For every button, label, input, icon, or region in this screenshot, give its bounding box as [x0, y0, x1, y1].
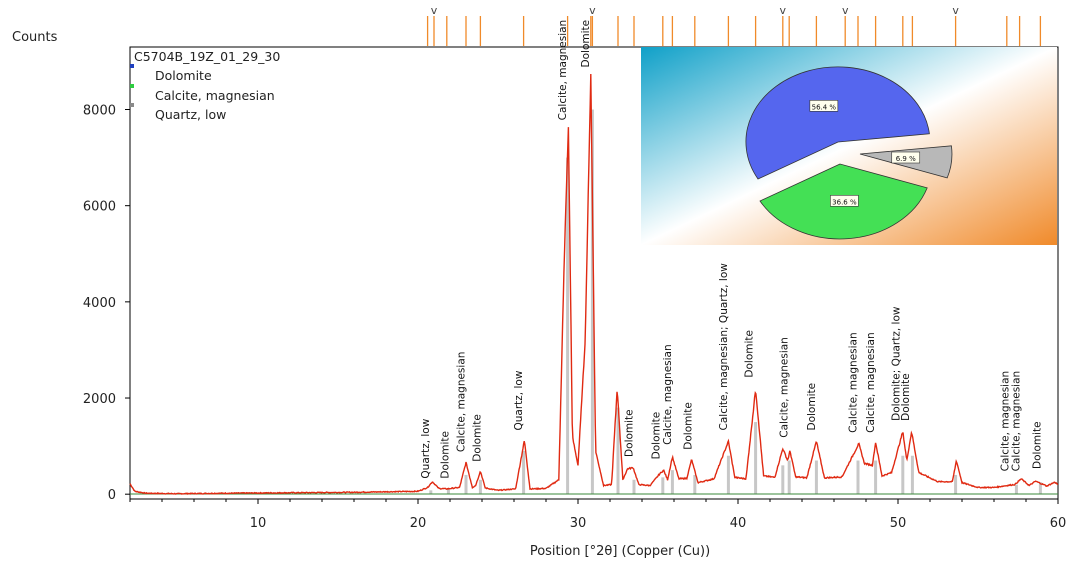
peak-label: Dolomite; Quartz, low: [891, 306, 903, 421]
reference-stick: [874, 460, 878, 495]
reference-sticks: [429, 109, 1042, 495]
y-axis: 0 2000 4000 6000 8000: [83, 104, 130, 503]
legend-swatch-quartz: [130, 103, 134, 107]
top-marker-v: v: [431, 4, 438, 17]
reference-stick: [856, 460, 860, 495]
reference-stick: [670, 470, 674, 495]
x-axis: 10 20 30 40 50 60: [129, 499, 1067, 531]
pie-label-box: [809, 100, 839, 112]
reference-stick: [661, 477, 665, 495]
pie-label-box: [830, 195, 859, 207]
reference-stick: [954, 474, 958, 495]
top-marker-v: v: [780, 4, 787, 17]
peak-label: Quartz, low: [420, 418, 432, 478]
legend-entry-calcite: Calcite, magnesian: [155, 88, 275, 103]
series-line: [129, 73, 1058, 495]
reference-stick: [1038, 482, 1042, 495]
y-axis-label: Counts: [12, 30, 58, 45]
reference-stick: [693, 474, 697, 495]
y-tick-label: 8000: [83, 104, 116, 119]
legend-entry-dolomite: Dolomite: [155, 68, 212, 83]
peak-label: Dolomite: [806, 383, 818, 431]
x-tick-label: 20: [410, 516, 427, 531]
x-tick-label: 40: [730, 516, 747, 531]
peak-label: Calcite, magnesian: [557, 20, 569, 121]
reference-stick: [814, 460, 818, 495]
reference-stick: [781, 465, 785, 495]
peak-label: Calcite, magnesian; Quartz, low: [718, 263, 730, 431]
pie-slice-label: 56.4 %: [812, 103, 837, 111]
peak-label: Quartz, low: [513, 370, 525, 430]
peak-label: Dolomite: [471, 414, 483, 462]
peak-label: Dolomite: [683, 402, 695, 450]
x-axis-label: Position [°2θ] (Copper (Cu)): [530, 544, 710, 559]
reference-stick: [910, 455, 914, 495]
y-tick-label: 2000: [83, 392, 116, 407]
reference-stick: [1014, 484, 1018, 495]
reference-stick: [429, 490, 433, 495]
reference-stick: [754, 422, 758, 495]
peak-label: Dolomite: [1031, 421, 1043, 469]
plot-frame: [129, 46, 1059, 500]
legend-swatch-calcite: [130, 84, 134, 88]
pie-label-box: [891, 151, 921, 164]
top-marker-v: v: [842, 4, 849, 17]
pie-slice-label: 36.6 %: [832, 198, 857, 206]
peak-label: Calcite, magnesian: [1011, 371, 1023, 472]
peak-label: Dolomite: [651, 412, 663, 460]
reference-stick: [616, 407, 620, 495]
peak-label: Calcite, magnesian: [662, 344, 674, 445]
peak-label: Dolomite: [623, 409, 635, 457]
legend-entry-quartz: Quartz, low: [155, 107, 226, 122]
reference-stick: [522, 450, 526, 495]
y-tick-label: 0: [108, 488, 116, 503]
reference-stick: [590, 109, 594, 495]
peak-label: Calcite, magnesian: [999, 371, 1011, 472]
reference-stick: [632, 479, 636, 495]
x-tick-label: 30: [570, 516, 587, 531]
reference-stick: [478, 479, 482, 495]
peak-label: Dolomite: [900, 373, 912, 421]
reference-stick: [566, 157, 570, 495]
reference-stick: [726, 455, 730, 495]
inset-pie-chart: 56.4 % 36.6 % 6.9 %: [641, 47, 1057, 245]
peak-label: Dolomite: [580, 20, 592, 68]
peak-label: Calcite, magnesian: [847, 332, 859, 433]
reference-stick: [464, 474, 468, 495]
legend: C5704B_19Z_01_29_30 Dolomite Calcite, ma…: [130, 49, 280, 122]
top-marker-v: v: [952, 4, 959, 17]
y-tick-label: 4000: [83, 296, 116, 311]
reference-stick: [787, 460, 791, 495]
peak-label: Calcite, magnesian: [865, 332, 877, 433]
x-tick-label: 60: [1050, 516, 1067, 531]
y-tick-label: 6000: [83, 200, 116, 215]
x-tick-label: 10: [250, 516, 267, 531]
reference-stick: [446, 487, 450, 495]
pie-slice-label: 6.9 %: [896, 155, 916, 163]
peak-label: Dolomite: [743, 330, 755, 378]
peak-label: Dolomite: [439, 431, 451, 479]
reference-stick: [901, 455, 905, 495]
x-tick-label: 50: [890, 516, 907, 531]
legend-swatch-dolomite: [130, 64, 134, 68]
peak-label: Calcite, magnesian: [779, 337, 791, 438]
top-marker-v: v: [589, 4, 596, 17]
pie-slice-dolomite: [745, 66, 930, 180]
peak-label: Calcite, magnesian: [455, 352, 467, 453]
legend-sample-name: C5704B_19Z_01_29_30: [134, 49, 280, 64]
